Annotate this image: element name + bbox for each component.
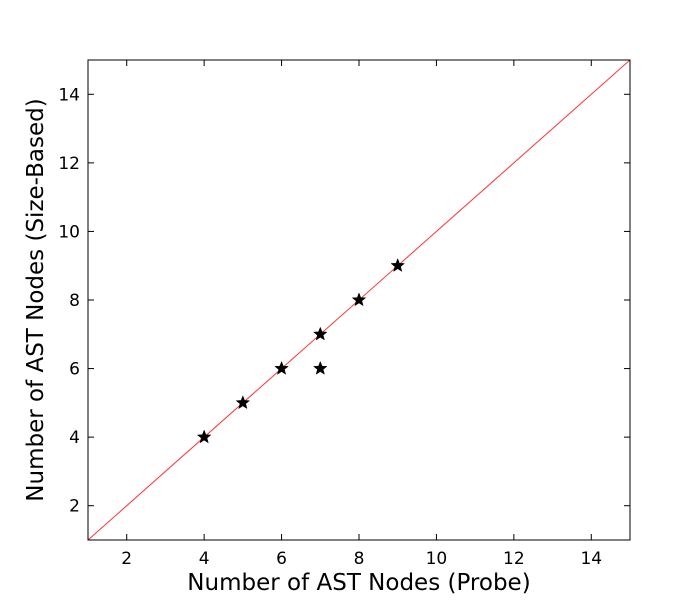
x-axis-label: Number of AST Nodes (Probe) xyxy=(187,570,530,596)
data-point xyxy=(312,360,328,375)
y-tick-label: 12 xyxy=(58,154,80,174)
data-point xyxy=(312,326,328,341)
y-tick-label: 2 xyxy=(69,497,80,517)
y-tick-label: 6 xyxy=(69,360,80,380)
y-tick-label: 4 xyxy=(69,428,80,448)
y-tick-label: 8 xyxy=(69,291,80,311)
plot-frame xyxy=(87,59,631,541)
y-axis-label: Number of AST Nodes (Size-Based) xyxy=(23,98,49,501)
x-tick-label: 6 xyxy=(276,549,287,569)
x-tick-label: 2 xyxy=(121,549,132,569)
y-tick-label: 14 xyxy=(58,85,80,105)
data-point xyxy=(196,429,212,444)
y-tick-label: 10 xyxy=(58,222,80,242)
points-layer xyxy=(196,258,406,444)
data-point xyxy=(351,292,367,307)
x-tick-label: 4 xyxy=(199,549,210,569)
data-point xyxy=(235,395,251,410)
data-point xyxy=(390,258,406,272)
x-tick-label: 12 xyxy=(503,549,525,569)
x-tick-label: 14 xyxy=(580,549,602,569)
ticks-layer: 2 4 6 8 10 12 14 2 4 6 8 10 12 14 xyxy=(58,60,630,569)
data-point xyxy=(274,360,289,375)
x-tick-label: 10 xyxy=(426,549,448,569)
x-tick-label: 8 xyxy=(354,549,365,569)
